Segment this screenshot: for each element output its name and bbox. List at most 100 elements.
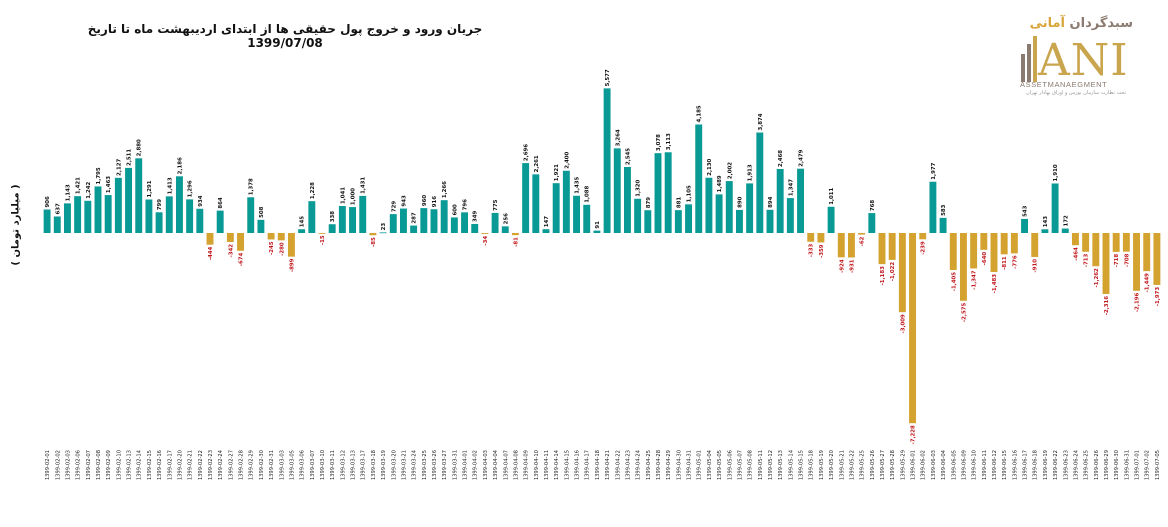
x-tick-1399-05-29: 1399-05-29 <box>900 450 906 480</box>
bar-1399-06-05 <box>949 233 957 270</box>
bar-1399-04-16 <box>573 195 580 233</box>
x-tick-1399-04-08: 1399-04-08 <box>513 450 519 480</box>
x-tick-1399-06-30: 1399-06-30 <box>1114 450 1120 480</box>
value-label-1399-04-25: 879 <box>646 197 652 209</box>
x-tick-1399-03-24: 1399-03-24 <box>412 449 418 480</box>
value-label-1399-05-20: 1,011 <box>829 187 835 204</box>
value-label-1399-02-07: 1,242 <box>86 181 92 198</box>
bar-1399-05-07 <box>735 209 743 233</box>
x-tick-1399-05-19: 1399-05-19 <box>819 450 825 480</box>
bar-1399-02-29 <box>247 197 255 233</box>
value-label-1399-05-15: 2,479 <box>799 149 805 166</box>
x-tick-1399-04-28: 1399-04-28 <box>656 450 662 480</box>
x-tick-1399-02-29: 1399-02-29 <box>249 450 255 480</box>
value-label-1399-04-31: 1,105 <box>687 185 693 202</box>
value-label-1399-04-14: 1,921 <box>554 164 560 181</box>
value-label-1399-02-08: 1,795 <box>96 167 102 184</box>
logo-letters: ANI <box>1038 35 1129 86</box>
value-label-1399-06-25: -713 <box>1084 254 1090 268</box>
value-label-1399-07-02: -1,449 <box>1145 273 1151 293</box>
bar-1399-02-13 <box>125 167 132 233</box>
x-tick-labels-group: 1399-02-01 1399-02-02 1399-02-03 1399-02-06… <box>45 449 1161 480</box>
x-tick-1399-05-11: 1399-05-11 <box>758 450 764 480</box>
x-tick-1399-04-14: 1399-04-14 <box>554 449 560 480</box>
x-tick-1399-04-23: 1399-04-23 <box>625 450 631 480</box>
bar-1399-07-02 <box>1143 233 1151 272</box>
value-label-1399-07-05: -1,973 <box>1155 287 1161 307</box>
x-tick-1399-02-08: 1399-02-08 <box>96 450 102 480</box>
x-tick-1399-02-06: 1399-02-06 <box>76 450 82 480</box>
value-label-1399-05-18: -333 <box>809 244 815 258</box>
value-label-1399-04-22: 3,264 <box>615 129 621 146</box>
x-tick-1399-04-29: 1399-04-29 <box>666 450 672 480</box>
value-label-1399-03-31: 600 <box>452 204 458 216</box>
value-labels-group: 906 637 1,143 1,421 1,242 1,795 1,463 2,127 2,51… <box>45 69 1161 444</box>
value-label-1399-02-10: 2,127 <box>116 159 122 176</box>
x-tick-1399-02-23: 1399-02-23 <box>208 450 214 480</box>
bar-1399-05-25 <box>858 233 866 235</box>
x-tick-1399-06-15: 1399-06-15 <box>1002 450 1008 480</box>
value-label-1399-06-19: 143 <box>1043 216 1049 228</box>
value-label-1399-04-03: -34 <box>483 236 489 246</box>
value-label-1399-03-18: -85 <box>371 237 377 247</box>
x-tick-1399-05-13: 1399-05-13 <box>778 450 784 480</box>
x-tick-1399-05-07: 1399-05-07 <box>737 450 743 480</box>
bar-1399-06-04 <box>939 217 947 233</box>
value-label-1399-04-08: -81 <box>513 237 519 247</box>
bar-1399-03-03 <box>277 233 285 241</box>
x-tick-1399-04-11: 1399-04-11 <box>544 450 550 480</box>
value-label-1399-02-23: -444 <box>208 246 214 260</box>
x-tick-1399-05-12: 1399-05-12 <box>768 450 774 480</box>
value-label-1399-03-19: 23 <box>381 223 387 231</box>
value-label-1399-06-05: -1,405 <box>951 272 957 292</box>
bar-1399-05-04 <box>705 177 713 233</box>
value-label-1399-04-10: 2,261 <box>534 155 540 172</box>
bar-1399-02-06 <box>74 196 82 233</box>
x-tick-1399-02-21: 1399-02-21 <box>188 450 194 480</box>
value-label-1399-04-18: 91 <box>595 221 601 229</box>
bar-1399-06-19 <box>1041 229 1049 233</box>
x-tick-1399-04-24: 1399-04-24 <box>636 449 642 480</box>
value-label-1399-06-24: -464 <box>1073 247 1079 261</box>
x-tick-1399-03-10: 1399-03-10 <box>320 450 326 480</box>
x-tick-1399-04-10: 1399-04-10 <box>534 450 540 480</box>
x-tick-1399-05-05: 1399-05-05 <box>717 450 723 480</box>
x-tick-1399-05-25: 1399-05-25 <box>860 450 866 480</box>
x-tick-1399-04-30: 1399-04-30 <box>676 450 682 480</box>
x-tick-1399-02-24: 1399-02-24 <box>218 449 224 480</box>
bar-1399-03-31 <box>450 217 458 233</box>
bar-1399-06-02 <box>919 233 927 240</box>
value-label-1399-06-22: 1,910 <box>1053 164 1059 181</box>
bar-1399-02-27 <box>226 233 234 242</box>
x-tick-1399-03-20: 1399-03-20 <box>391 450 397 480</box>
bar-1399-04-07 <box>501 226 509 233</box>
value-label-1399-06-11: -640 <box>982 252 988 266</box>
value-label-1399-05-01: 4,185 <box>697 105 703 122</box>
value-label-1399-03-24: 287 <box>412 212 418 224</box>
bar-1399-06-09 <box>959 233 967 301</box>
x-tick-1399-06-05: 1399-06-05 <box>951 450 957 480</box>
bar-1399-04-02 <box>471 223 479 233</box>
value-label-1399-07-01: -2,196 <box>1135 293 1141 313</box>
bar-1399-02-21 <box>186 199 194 233</box>
bar-1399-05-28 <box>888 233 896 260</box>
bar-1399-03-07 <box>308 201 316 233</box>
bar-1399-03-17 <box>359 195 367 233</box>
x-tick-1399-05-22: 1399-05-22 <box>849 450 855 480</box>
bar-1399-06-26 <box>1092 233 1100 267</box>
value-label-1399-06-23: 172 <box>1063 215 1069 227</box>
bar-1399-04-09 <box>522 163 530 233</box>
bar-1399-03-24 <box>410 225 418 233</box>
x-tick-1399-06-26: 1399-06-26 <box>1094 450 1100 480</box>
x-tick-1399-05-15: 1399-05-15 <box>799 450 805 480</box>
value-label-1399-05-05: 1,489 <box>717 175 723 192</box>
bar-1399-03-20 <box>389 214 397 233</box>
bar-1399-02-23 <box>206 233 214 245</box>
x-tick-1399-07-05: 1399-07-05 <box>1155 450 1161 480</box>
bar-1399-04-04 <box>491 212 499 233</box>
company-logo: سبدگردان آمانی ANI ASSETMANAEGMENT تحت ن… <box>1018 14 1133 98</box>
bar-1399-02-09 <box>104 195 112 233</box>
bar-1399-03-27 <box>440 200 448 233</box>
x-tick-1399-05-04: 1399-05-04 <box>707 449 713 480</box>
value-label-1399-06-10: -1,347 <box>972 270 978 290</box>
